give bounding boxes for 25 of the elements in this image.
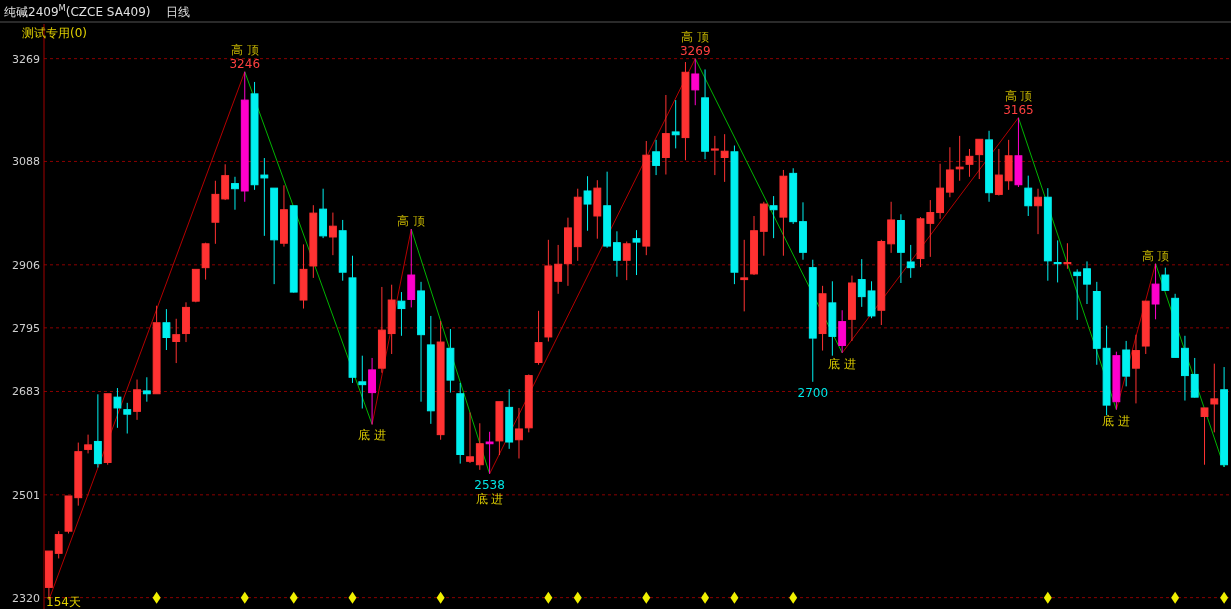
annotation: 高 顶 <box>230 42 259 57</box>
annotation: 3269 <box>679 43 711 58</box>
annotation: 高 顶 <box>397 214 426 229</box>
chart-title: 纯碱2409$^{M}$(CZCE SA409) <box>4 3 151 19</box>
y-tick-label: 2906 <box>12 258 40 272</box>
y-tick-label: 2320 <box>12 591 40 605</box>
annotation: 3246 <box>229 56 261 71</box>
y-tick-label: 3088 <box>12 155 40 169</box>
annotation: 底 进 <box>1102 413 1131 428</box>
y-tick-label: 2501 <box>12 488 40 502</box>
chart-subtitle: 日线 <box>166 5 191 19</box>
annotation: 测试专用(0) <box>22 26 87 40</box>
annotation: 高 顶 <box>1004 88 1033 103</box>
annotation: 底 进 <box>358 428 386 443</box>
annotation: 154天 <box>46 595 81 609</box>
y-tick-label: 2795 <box>12 321 40 335</box>
y-tick-label: 3269 <box>12 52 40 66</box>
annotation: 高 顶 <box>681 29 710 44</box>
annotation: 2538 <box>474 477 505 492</box>
annotation: 3165 <box>1003 102 1034 117</box>
annotation: 高 顶 <box>1141 248 1170 263</box>
annotation: 2700 <box>797 385 829 400</box>
annotation: 底 进 <box>475 491 504 506</box>
annotation: 底 进 <box>828 356 857 371</box>
y-tick-label: 2683 <box>12 385 40 399</box>
